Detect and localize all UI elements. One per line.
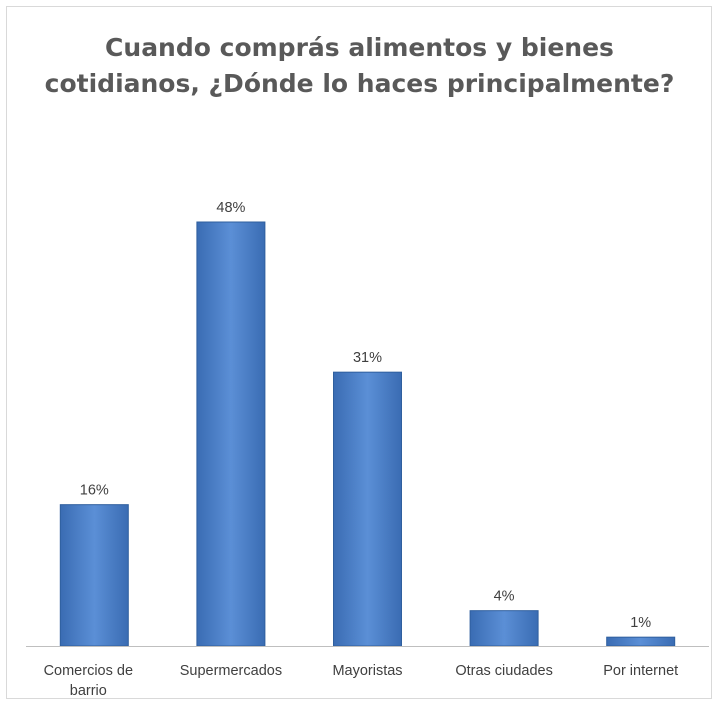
data-label-otras-ciudades: 4%	[494, 589, 515, 605]
data-label-comercios-de-barrio: 16%	[80, 483, 109, 499]
data-label-supermercados: 48%	[216, 200, 245, 216]
category-label-otras-ciudades: Otras ciudades	[455, 663, 553, 679]
data-label-mayoristas: 31%	[353, 350, 382, 366]
category-label-line: Otras ciudades	[455, 663, 553, 679]
chart-title-line-2: cotidianos, ¿Dónde lo haces principalmen…	[44, 69, 675, 98]
labels-group: 16% Comercios de barrio 48% Supermercados 31%…	[44, 200, 679, 699]
category-label-line: Mayoristas	[332, 663, 402, 679]
category-label-supermercados: Supermercados	[180, 663, 282, 679]
category-label-line: Por internet	[603, 663, 678, 679]
bar-por-internet	[606, 636, 676, 647]
category-label-line: Comercios de	[44, 663, 133, 679]
category-label-comercios-de-barrio: Comercios de barrio	[44, 663, 133, 699]
bar-mayoristas	[333, 371, 402, 647]
category-label-line: Supermercados	[180, 663, 282, 679]
bar-otras-ciudades	[469, 610, 539, 647]
category-label-line: barrio	[70, 683, 107, 699]
bars-group	[59, 221, 676, 647]
chart-title-line-1: Cuando comprás alimentos y bienes	[105, 33, 614, 62]
chart-title: Cuando comprás alimentos y bienes cotidi…	[0, 30, 719, 102]
bar-comercios-de-barrio	[59, 504, 129, 647]
category-label-mayoristas: Mayoristas	[332, 663, 402, 679]
bar-supermercados	[196, 221, 266, 647]
category-label-por-internet: Por internet	[603, 663, 678, 679]
data-label-por-internet: 1%	[630, 615, 651, 631]
